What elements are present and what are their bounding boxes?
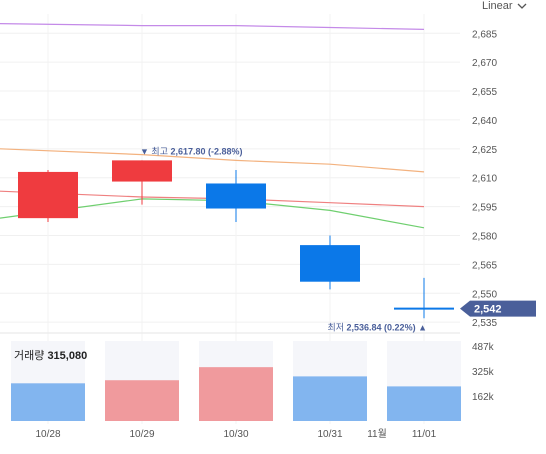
candle-body (300, 245, 360, 282)
date-tick-label: 10/31 (317, 429, 342, 440)
date-tick-label: 10/30 (223, 429, 248, 440)
volume-bar (293, 376, 367, 421)
volume-label-title: 거래량 (14, 350, 45, 362)
price-tick-label: 2,670 (472, 58, 497, 69)
moving-average-line (0, 23, 425, 30)
volume-bar (105, 380, 179, 421)
high-annotation: ▼ 최고 2,617.80 (-2.88%) (140, 146, 243, 156)
price-tick-label: 2,550 (472, 289, 497, 300)
price-tick-label: 2,610 (472, 174, 497, 185)
date-tick-label: 11/01 (412, 429, 437, 440)
chevron-down-icon (517, 3, 527, 9)
candle-body (112, 160, 172, 182)
high-annotation-value: 2,617.80 (-2.88%) (170, 146, 242, 156)
scale-toggle-label: Linear (482, 0, 513, 12)
volume-label-value: 315,080 (47, 350, 88, 362)
price-tick-label: 2,685 (472, 29, 497, 40)
low-annotation-arrow: ▲ (418, 322, 427, 332)
date-tick-label: 10/28 (35, 429, 60, 440)
scale-toggle-button[interactable]: Linear (482, 0, 527, 12)
price-tick-label: 2,640 (472, 116, 497, 127)
price-tick-label: 2,535 (472, 318, 497, 329)
low-annotation-value: 2,536.84 (0.22%) (347, 322, 419, 332)
volume-bar (11, 383, 85, 421)
price-tick-label: 2,595 (472, 203, 497, 214)
date-tick-label: 10/29 (129, 429, 154, 440)
current-price-label: 2,542 (474, 304, 502, 316)
volume-tick-label: 325k (472, 367, 495, 378)
volume-bar (199, 367, 273, 421)
price-tick-label: 2,655 (472, 87, 497, 98)
high-annotation-prefix: ▼ 최고 (140, 146, 170, 156)
candle-body (206, 183, 266, 209)
volume-label: 거래량 315,080 (14, 347, 87, 363)
low-annotation-prefix: 최저 (327, 322, 346, 332)
volume-bar (387, 386, 461, 421)
month-label: 11월 (367, 428, 387, 440)
current-price-tag (460, 300, 536, 317)
price-tick-label: 2,565 (472, 260, 497, 271)
price-tick-label: 2,625 (472, 145, 497, 156)
low-annotation: 최저 2,536.84 (0.22%) ▲ (327, 322, 427, 332)
price-tick-label: 2,580 (472, 231, 497, 242)
moving-average-line (0, 148, 425, 173)
candle-body (18, 171, 78, 219)
volume-tick-label: 162k (472, 392, 495, 403)
volume-tick-label: 487k (472, 342, 495, 353)
